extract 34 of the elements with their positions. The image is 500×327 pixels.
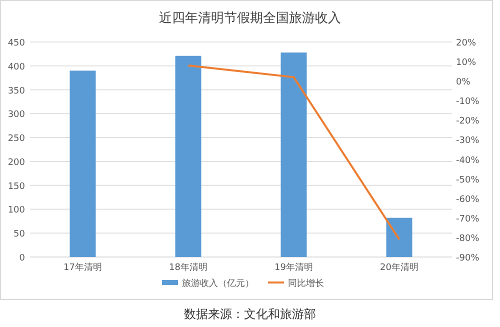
x-tick-label: 17年清明	[64, 262, 102, 273]
x-tick-label: 19年清明	[274, 262, 313, 273]
y2-tick-label: -60%	[456, 194, 480, 205]
y2-tick-label: 10%	[456, 58, 476, 68]
y-tick-label: 250	[8, 134, 26, 144]
legend-label: 同比增长	[288, 278, 324, 289]
y-tick-label: 100	[8, 206, 26, 216]
bar	[386, 218, 412, 257]
y-tick-label: 150	[8, 182, 26, 192]
y2-tick-label: -80%	[456, 234, 480, 244]
source-note: 数据来源：文化和旅游部	[184, 307, 316, 321]
y2-tick-label: 0%	[456, 78, 471, 88]
x-tick-label: 18年清明	[169, 262, 208, 273]
y2-tick-label: -10%	[456, 97, 480, 108]
y-tick-label: 400	[8, 62, 26, 72]
y2-tick-label: -20%	[456, 116, 480, 127]
chart-title: 近四年清明节假期全国旅游收入	[159, 11, 341, 26]
bar	[70, 70, 96, 257]
y-tick-label: 200	[8, 158, 26, 168]
legend-label: 旅游收入（亿元）	[182, 278, 254, 289]
y-tick-label: 450	[8, 38, 26, 48]
bar	[280, 52, 307, 257]
x-tick-label: 20年清明	[380, 262, 418, 273]
y2-tick-label: -40%	[456, 156, 480, 166]
y-tick-label: 0	[19, 254, 26, 264]
y2-tick-label: -70%	[456, 214, 480, 224]
y-tick-label: 50	[14, 230, 26, 240]
bar	[175, 56, 202, 257]
y-tick-label: 350	[8, 86, 26, 96]
y2-tick-label: -50%	[456, 175, 480, 186]
y-tick-label: 300	[8, 110, 26, 120]
y2-tick-label: -30%	[456, 136, 480, 146]
y2-tick-label: -90%	[456, 254, 480, 264]
y2-tick-label: 20%	[456, 38, 476, 48]
